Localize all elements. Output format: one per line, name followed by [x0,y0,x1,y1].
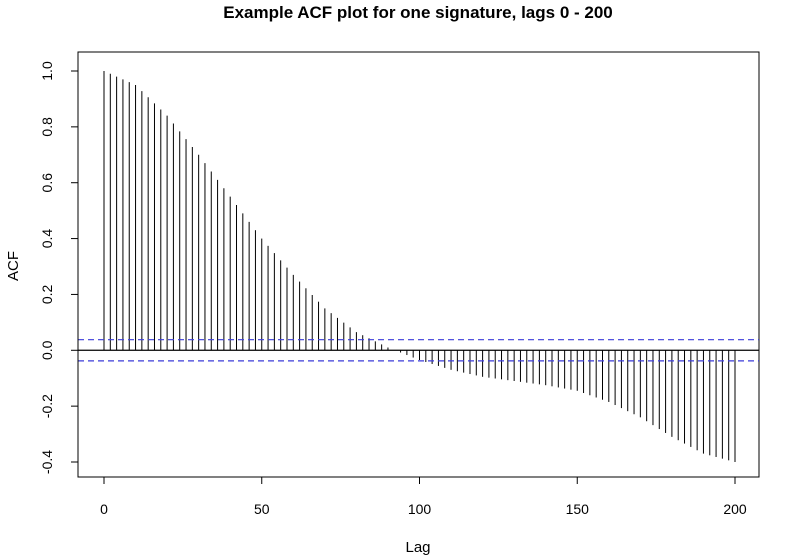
x-axis: 0 50 100 150 200 [100,476,747,517]
x-tick-label: 50 [254,501,270,517]
y-tick-label: 1.0 [39,61,55,81]
x-tick-label: 150 [566,501,590,517]
acf-bars [103,71,736,462]
x-tick-label: 200 [723,501,747,517]
x-axis-label: Lag [405,539,430,556]
y-tick-label: 0.8 [39,117,55,137]
y-tick-label: -0.4 [39,450,55,474]
y-axis-label: ACF [5,251,22,281]
y-tick-label: -0.2 [39,394,55,418]
x-tick-label: 0 [100,501,108,517]
x-tick-label: 100 [408,501,432,517]
y-tick-label: 0.0 [39,340,55,360]
y-tick-label: 0.2 [39,284,55,304]
chart-title: Example ACF plot for one signature, lags… [223,3,613,22]
y-tick-label: 0.6 [39,173,55,193]
y-tick-label: 0.4 [39,229,55,249]
y-axis: -0.4 -0.2 0.0 0.2 0.4 0.6 0.8 1.0 [39,61,79,474]
